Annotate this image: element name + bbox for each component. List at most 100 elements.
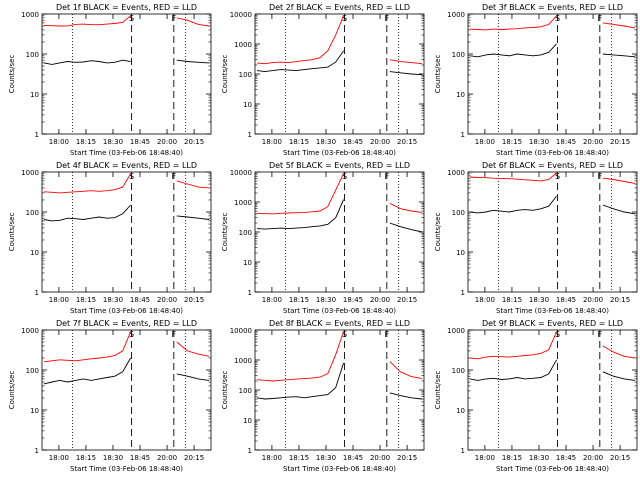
- panel-8-ytick-label: 1000: [234, 357, 252, 365]
- panel-1-series-events: [43, 59, 131, 65]
- panel-3-xtick-label: 18:00: [475, 138, 495, 146]
- panel-9-xtick-label: 18:30: [529, 454, 549, 462]
- panel-4-title: Det 4f BLACK = Events, RED = LLD: [56, 161, 197, 170]
- panel-1-xtick-label: 18:45: [130, 138, 150, 146]
- panel-1-xtick-label: 18:30: [103, 138, 123, 146]
- panel-1-frame: [41, 13, 212, 135]
- panel-6-ylabel: Counts/sec: [434, 213, 442, 252]
- panel-9-ytick-label: 10: [456, 407, 465, 415]
- panel-7-xlabel: Start Time (03-Feb-06 18:48:40): [70, 465, 183, 473]
- panel-4-xtick-label: 18:30: [103, 296, 123, 304]
- panel-3-series-events-after: [602, 53, 636, 58]
- panel-4-ytick-label: 1000: [21, 169, 39, 177]
- panel-3-series-events: [469, 43, 557, 58]
- panel-7-s-marker: S: [129, 330, 134, 339]
- panel-4-xtick-label: 18:15: [76, 296, 96, 304]
- panel-7-series-lld-after: [176, 341, 210, 357]
- panel-1-series-lld-after: [176, 17, 210, 27]
- panel-9-frame: [467, 329, 638, 451]
- panel-1-ylabel: Counts/sec: [8, 55, 16, 94]
- panel-8-xtick-label: 18:15: [289, 454, 309, 462]
- panel-1-xtick-label: 18:00: [49, 138, 69, 146]
- panel-7-xtick-label: 18:00: [49, 454, 69, 462]
- panel-5-ytick-label: 1: [248, 289, 252, 297]
- panel-4-xtick-label: 20:15: [184, 296, 204, 304]
- panel-8-xtick-label: 20:15: [397, 454, 417, 462]
- panel-7-xtick-label: 18:45: [130, 454, 150, 462]
- panel-2-xlabel: Start Time (03-Feb-06 18:48:40): [283, 149, 396, 157]
- panel-8-title: Det 8f BLACK = Events, RED = LLD: [269, 319, 410, 328]
- panel-1-ytick-label: 1: [35, 131, 39, 139]
- panel-9-series-events-after: [602, 371, 636, 381]
- panel-9-series-lld-after: [602, 345, 636, 359]
- panel-8-ytick-label: 10000: [230, 327, 252, 335]
- panel-6-ytick-label: 10: [456, 249, 465, 257]
- panel-1-f-marker: F: [172, 14, 177, 23]
- panel-7-title: Det 7f BLACK = Events, RED = LLD: [56, 319, 197, 328]
- panel-3-ytick-label: 1000: [447, 11, 465, 19]
- panel-3-ylabel: Counts/sec: [434, 55, 442, 94]
- panel-3-title: Det 3f BLACK = Events, RED = LLD: [482, 3, 623, 12]
- panel-1-series-events-after: [176, 59, 210, 64]
- panel-7-ytick-label: 1000: [21, 327, 39, 335]
- panel-3-xlabel: Start Time (03-Feb-06 18:48:40): [496, 149, 609, 157]
- panel-5-xtick-label: 20:00: [370, 296, 390, 304]
- panel-2-xtick-label: 18:15: [289, 138, 309, 146]
- panel-2-series-events: [256, 50, 344, 73]
- panel-3-series-lld-after: [602, 22, 636, 29]
- panel-3-frame: [467, 13, 638, 135]
- panel-9-ylabel: Counts/sec: [434, 371, 442, 410]
- panel-4-xtick-label: 20:00: [157, 296, 177, 304]
- panel-2-ytick-label: 10: [243, 101, 252, 109]
- panel-1-ytick-label: 100: [26, 51, 39, 59]
- panel-6-title: Det 6f BLACK = Events, RED = LLD: [482, 161, 623, 170]
- panel-4-ylabel: Counts/sec: [8, 213, 16, 252]
- panel-2-ytick-label: 1: [248, 131, 252, 139]
- panel-9-series-lld: [469, 331, 558, 360]
- panel-7-frame: [41, 329, 212, 451]
- panel-7-ylabel: Counts/sec: [8, 371, 16, 410]
- panel-2-f-marker: F: [385, 14, 390, 23]
- panel-5-f-marker: F: [385, 172, 390, 181]
- panel-4-xtick-label: 18:45: [130, 296, 150, 304]
- panel-3-series-lld: [469, 15, 557, 31]
- panel-3-s-marker: S: [555, 14, 560, 23]
- panel-5-xtick-label: 18:30: [316, 296, 336, 304]
- panel-6-ytick-label: 1000: [447, 169, 465, 177]
- panel-5-series-events-after: [389, 222, 423, 233]
- panel-3-ytick-label: 100: [452, 51, 465, 59]
- panel-5-xlabel: Start Time (03-Feb-06 18:48:40): [283, 307, 396, 315]
- panel-4-series-events: [43, 204, 131, 222]
- panel-6-series-events: [469, 195, 557, 214]
- panel-6-f-marker: F: [598, 172, 603, 181]
- panel-6-xtick-label: 20:00: [583, 296, 603, 304]
- panel-7-xtick-label: 18:30: [103, 454, 123, 462]
- panel-2-title: Det 2f BLACK = Events, RED = LLD: [269, 3, 410, 12]
- panel-6-xlabel: Start Time (03-Feb-06 18:48:40): [496, 307, 609, 315]
- panel-5-ytick-label: 10: [243, 259, 252, 267]
- panel-2-ytick-label: 1000: [234, 41, 252, 49]
- panel-8-ytick-label: 1: [248, 447, 252, 455]
- panel-7-xtick-label: 20:15: [184, 454, 204, 462]
- panel-4-series-events-after: [176, 215, 210, 220]
- panel-9-ytick-label: 100: [452, 367, 465, 375]
- panel-5-series-events: [256, 199, 345, 230]
- panel-6-xtick-label: 18:30: [529, 296, 549, 304]
- panel-5-xtick-label: 18:00: [262, 296, 282, 304]
- panel-1-series-lld: [43, 15, 131, 27]
- panel-8-xtick-label: 18:00: [262, 454, 282, 462]
- panel-4-series-lld: [43, 173, 131, 194]
- panel-6-frame: [467, 171, 638, 293]
- panel-1-ytick-label: 1000: [21, 11, 39, 19]
- panel-1-xtick-label: 18:15: [76, 138, 96, 146]
- panel-3-ytick-label: 1: [461, 131, 465, 139]
- panel-7-series-events: [43, 357, 131, 385]
- panel-4-f-marker: F: [172, 172, 177, 181]
- panel-1-xtick-label: 20:15: [184, 138, 204, 146]
- panel-4-xlabel: Start Time (03-Feb-06 18:48:40): [70, 307, 183, 315]
- panel-2-xtick-label: 18:45: [343, 138, 363, 146]
- panel-8-xtick-label: 20:00: [370, 454, 390, 462]
- panel-7-ytick-label: 10: [30, 407, 39, 415]
- panel-9-s-marker: S: [555, 330, 560, 339]
